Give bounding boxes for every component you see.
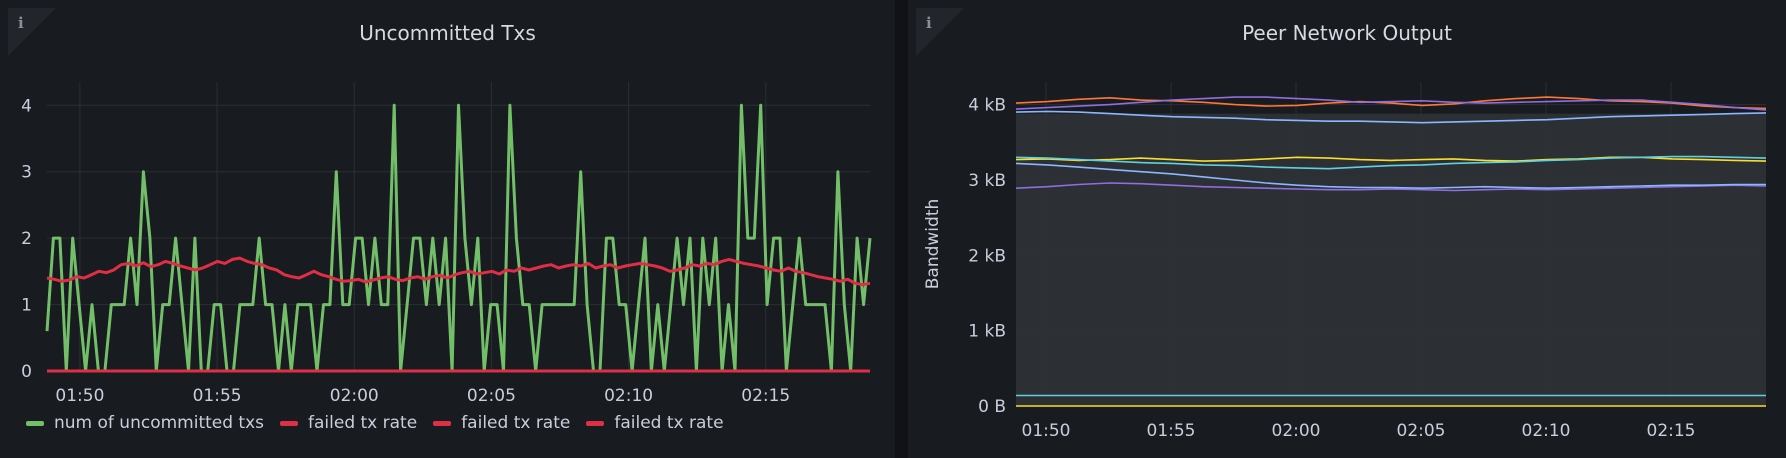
legend-label: failed tx rate: [461, 413, 571, 433]
y-tick-label: 1 kB: [968, 322, 1006, 342]
info-corner[interactable]: [8, 8, 56, 56]
y-tick-label: 3: [21, 163, 32, 183]
panel-title[interactable]: Uncommitted Txs: [359, 21, 536, 45]
panel-title[interactable]: Peer Network Output: [1242, 21, 1452, 45]
y-tick-label: 2: [21, 229, 32, 249]
legend-item-failed-tx-rate-1[interactable]: failed tx rate: [280, 413, 417, 433]
legend-item-failed-tx-rate-3[interactable]: failed tx rate: [586, 413, 724, 433]
x-tick-label: 01:50: [55, 386, 104, 406]
info-icon[interactable]: i: [926, 14, 932, 32]
x-tick-label: 02:05: [467, 386, 516, 406]
y-tick-label: 4: [21, 96, 32, 116]
y-tick-label: 4 kB: [968, 96, 1006, 116]
legend-item-uncommitted-txs[interactable]: num of uncommitted txs: [26, 413, 264, 433]
x-tick-label: 01:50: [1022, 421, 1071, 441]
legend-label: num of uncommitted txs: [54, 413, 265, 433]
x-tick-label: 02:05: [1397, 421, 1446, 441]
legend-swatch: [280, 420, 299, 426]
y-tick-label: 3 kB: [968, 171, 1006, 191]
y-axis-label: Bandwidth: [923, 199, 943, 290]
series-line-orange: [1015, 96, 1767, 110]
x-tick-label: 02:00: [330, 386, 379, 406]
y-tick-label: 1: [21, 296, 32, 316]
info-icon[interactable]: i: [18, 14, 24, 32]
series-line-light-blue-top: [1015, 110, 1767, 124]
series-line-light-blue-bottom: [1015, 162, 1766, 189]
legend-swatch: [586, 420, 605, 426]
peer-network-output-panel: i Peer Network Output 0 B 1 kB 2 kB 3 kB 4 k…: [908, 0, 1786, 458]
x-tick-label: 02:10: [604, 386, 653, 406]
series-line-purple-bottom: [1015, 182, 1767, 192]
y-tick-label: 0 B: [978, 397, 1006, 417]
uncommitted-txs-panel: i Uncommitted Txs 0 1 2 3 4 01:50 01:55 02:00 02…: [8, 8, 872, 433]
legend: num of uncommitted txs failed tx rate fa…: [26, 413, 724, 433]
series-line-failed-tx-rate: [46, 256, 871, 287]
legend-swatch: [433, 420, 452, 426]
legend-label: failed tx rate: [308, 413, 418, 433]
chart-peer-network-output: 0 B 1 kB 2 kB 3 kB 4 kB 01:50 01:55 02:00 02:05 0…: [923, 82, 1767, 441]
series-line-cyan: [1015, 155, 1767, 170]
y-tick-label: 0: [21, 362, 32, 382]
legend-label: failed tx rate: [614, 413, 724, 433]
chart-uncommitted-txs: 0 1 2 3 4 01:50 01:55 02:00 02:05 02:10 02:15: [21, 82, 872, 406]
x-tick-label: 02:15: [1647, 421, 1696, 441]
legend-swatch: [26, 420, 44, 426]
x-tick-label: 02:00: [1272, 421, 1321, 441]
x-tick-label: 01:55: [193, 386, 242, 406]
x-tick-label: 02:10: [1522, 421, 1571, 441]
legend-item-failed-tx-rate-2[interactable]: failed tx rate: [433, 413, 570, 433]
x-tick-label: 01:55: [1147, 421, 1196, 441]
series-line-num-of-uncommitted-txs: [45, 103, 872, 373]
y-tick-label: 2 kB: [968, 246, 1006, 266]
info-corner[interactable]: [916, 8, 964, 56]
series-line-purple-top: [1015, 96, 1767, 111]
x-tick-label: 02:15: [741, 386, 790, 406]
